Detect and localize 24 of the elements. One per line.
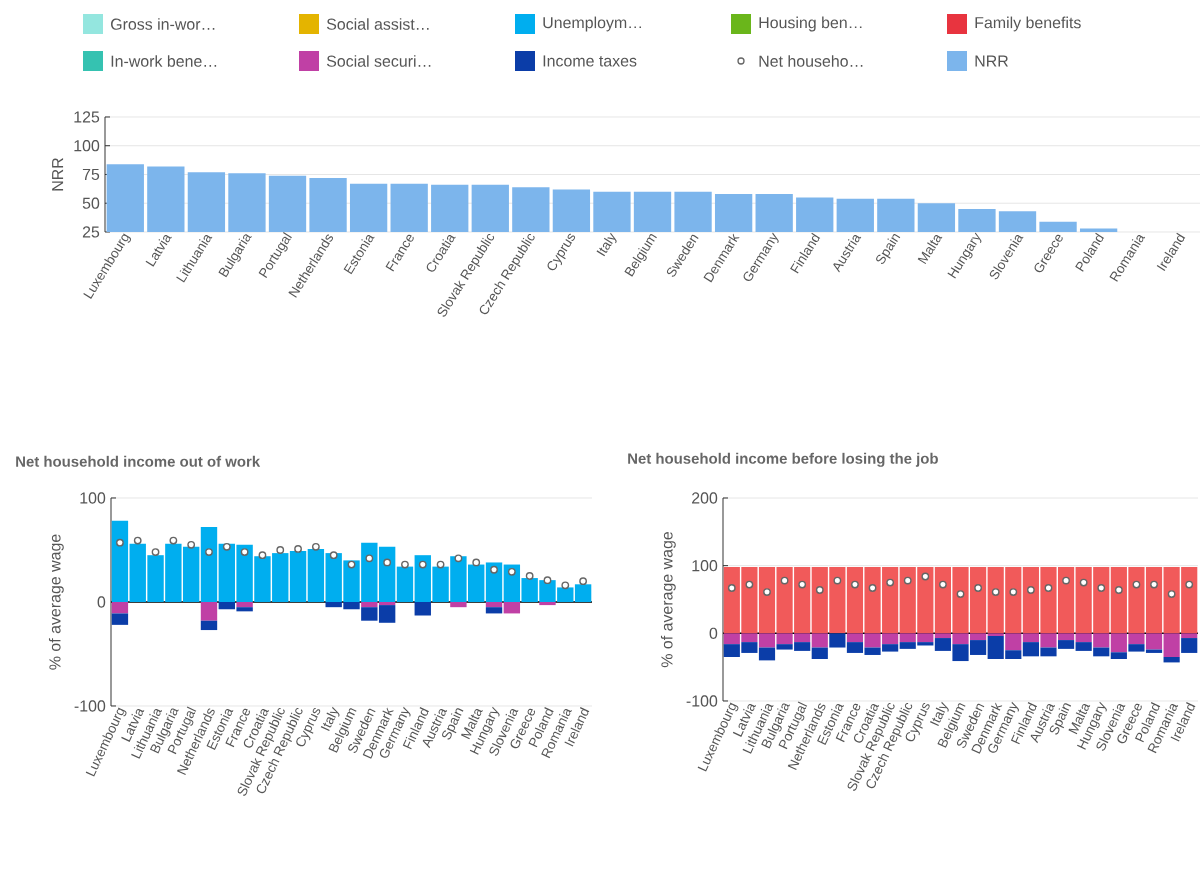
legend-label: Housing ben… — [759, 16, 862, 32]
y-tick-label: 200 — [692, 492, 718, 504]
legend-label: Social securi… — [326, 55, 431, 67]
y-axis-title: NRR — [52, 157, 64, 191]
y-tick-label: 50 — [82, 197, 100, 209]
legend-label: Unemploym… — [543, 16, 642, 32]
y-axis-title: % of average wage — [660, 531, 676, 668]
legend-label: Gross in-wor… — [111, 18, 215, 30]
y-tick-label: 0 — [709, 627, 718, 639]
chart-title: Net household income before losing the job — [628, 452, 938, 467]
y-tick-label: 100 — [692, 560, 718, 572]
y-axis-title: % of average wage — [48, 534, 64, 670]
legend-label: NRR — [975, 55, 1008, 67]
y-tick-label: 125 — [74, 111, 100, 123]
legend-label: Net househo… — [759, 55, 863, 67]
chart-title: Net household income out of work — [16, 455, 261, 467]
legend-label: In-work bene… — [111, 55, 217, 67]
y-tick-label: 0 — [97, 596, 106, 608]
legend-label: Income taxes — [543, 55, 637, 67]
legend-label: Family benefits — [975, 16, 1081, 32]
legend-label: Social assist… — [326, 18, 429, 30]
y-tick-label: 100 — [80, 492, 106, 504]
y-tick-label: 100 — [74, 140, 100, 152]
y-tick-label: 75 — [82, 168, 100, 181]
